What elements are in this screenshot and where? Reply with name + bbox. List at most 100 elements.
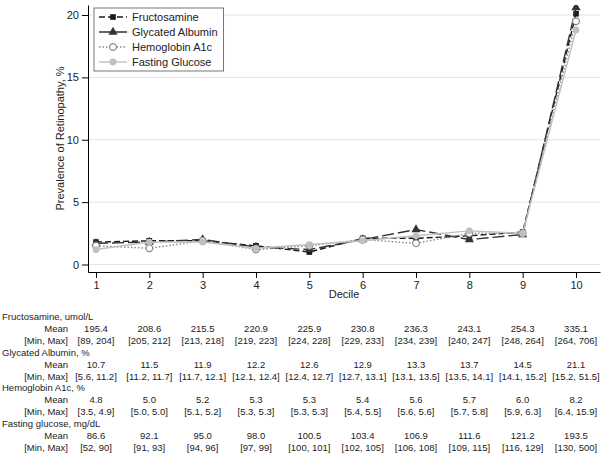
x-tick: 2: [147, 272, 153, 291]
table-cell: 12.9: [353, 359, 372, 370]
table-cell: [248, 264]: [502, 335, 544, 346]
x-tick: 10: [570, 272, 582, 291]
x-tick-label: 10: [570, 279, 582, 291]
table-cell: 10.7: [87, 359, 106, 370]
series-line: [96, 21, 576, 249]
grid-line: [88, 202, 600, 203]
table-cell: 193.5: [564, 430, 588, 441]
table-group-label: Hemoglobin A1c, %: [2, 382, 85, 393]
x-tick: 5: [307, 272, 313, 291]
table-cell: [12.1, 12.4]: [232, 371, 280, 382]
table-cell: [130, 500]: [555, 442, 597, 453]
series-marker: [306, 241, 313, 248]
series-marker: [145, 237, 154, 245]
table-cell: [5.7, 5.8]: [451, 406, 488, 417]
table-cell: [205, 212]: [128, 335, 170, 346]
table-cell: 13.7: [460, 359, 479, 370]
table-cell: 106.9: [404, 430, 428, 441]
table-cell: 103.4: [351, 430, 375, 441]
table-cell: 236.3: [404, 323, 428, 334]
table-cell: [12.7, 13.1]: [339, 371, 387, 382]
table-cell: [97, 99]: [240, 442, 272, 453]
y-tick-label: 0: [73, 259, 79, 271]
x-tick-label: 8: [467, 279, 473, 291]
y-tick-mark: [82, 202, 88, 203]
table-cell: [3.5, 4.9]: [78, 406, 115, 417]
y-axis: 0 5 10 15 20: [67, 6, 89, 273]
x-tick-mark: [416, 272, 417, 278]
table-cell: 4.8: [89, 394, 102, 405]
table-cell: [5.9, 6.3]: [504, 406, 541, 417]
legend-marker: [110, 44, 117, 51]
table-cell: [12.4, 12.7]: [286, 371, 334, 382]
series-marker: [146, 245, 153, 252]
x-axis-line: [89, 272, 601, 273]
table-cell: [5.3, 5.3]: [238, 406, 275, 417]
x-tick-mark: [149, 272, 150, 278]
table-row-label: [Min, Max]: [24, 442, 68, 453]
series-marker: [146, 239, 153, 246]
table-cell: [116, 129]: [502, 442, 544, 453]
x-tick-mark: [576, 272, 577, 278]
table-row-label: Mean: [44, 430, 68, 441]
table-cell: [11.7, 12.1]: [179, 371, 226, 382]
table-cell: 13.3: [407, 359, 426, 370]
y-tick: 10: [67, 134, 88, 146]
table-cell: [11.2, 11.7]: [126, 371, 172, 382]
table-cell: 230.8: [351, 323, 375, 334]
table-cell: 5.3: [303, 394, 316, 405]
series-line: [96, 30, 576, 250]
series-marker: [93, 246, 100, 253]
y-tick-mark: [82, 15, 88, 16]
table-cell: [15.2, 51.5]: [552, 371, 600, 382]
table-cell: 92.1: [140, 430, 159, 441]
series-marker: [253, 245, 260, 252]
table-cell: 5.3: [249, 394, 262, 405]
y-tick-label: 20: [67, 9, 79, 21]
table-group-label: Glycated Albumin, %: [2, 347, 90, 358]
table-cell: 335.1: [564, 323, 588, 334]
legend-box: [94, 8, 224, 71]
series-line: [96, 14, 576, 252]
x-tick: 9: [520, 272, 526, 291]
legend-label: Glycated Albumin: [132, 26, 218, 38]
y-tick-label: 15: [67, 71, 79, 83]
series-marker: [571, 5, 580, 10]
series-marker: [518, 229, 527, 237]
grid-line: [88, 139, 600, 140]
table-cell: [52, 90]: [80, 442, 112, 453]
series-marker: [413, 232, 420, 239]
legend-label: Fasting Glucose: [132, 56, 211, 68]
x-tick-label: 9: [520, 279, 526, 291]
series-marker: [573, 18, 580, 25]
table-cell: 21.1: [567, 359, 586, 370]
table-cell: [240, 247]: [448, 335, 490, 346]
x-tick-mark: [203, 272, 204, 278]
table-group-label: Fructosamine, umol/L: [2, 311, 93, 322]
series-marker: [411, 224, 420, 232]
y-axis-title: Prevalence of Retinopathy, %: [54, 66, 66, 210]
x-tick-label: 3: [200, 279, 206, 291]
table-cell: 5.7: [463, 394, 476, 405]
table-cell: 100.5: [297, 430, 321, 441]
y-tick: 0: [73, 259, 88, 271]
table-cell: [100, 101]: [288, 442, 330, 453]
x-tick-mark: [523, 272, 524, 278]
table-cell: [264, 706]: [555, 335, 597, 346]
y-tick-mark: [82, 77, 88, 78]
table-cell: 208.6: [137, 323, 161, 334]
table-cell: 95.0: [193, 430, 212, 441]
table-row-label: Mean: [44, 359, 68, 370]
grid-line: [88, 77, 600, 78]
legend-marker: [110, 59, 117, 66]
table-cell: 98.0: [247, 430, 266, 441]
table-row-label: [Min, Max]: [24, 406, 68, 417]
table-cell: 243.1: [457, 323, 481, 334]
table-cell: 5.6: [409, 394, 422, 405]
series-marker: [199, 239, 206, 246]
table-cell: [234, 239]: [395, 335, 437, 346]
table-cell: [219, 223]: [235, 335, 277, 346]
table-row-label: Mean: [44, 394, 68, 405]
table-cell: 86.6: [87, 430, 106, 441]
y-tick: 5: [73, 196, 88, 208]
